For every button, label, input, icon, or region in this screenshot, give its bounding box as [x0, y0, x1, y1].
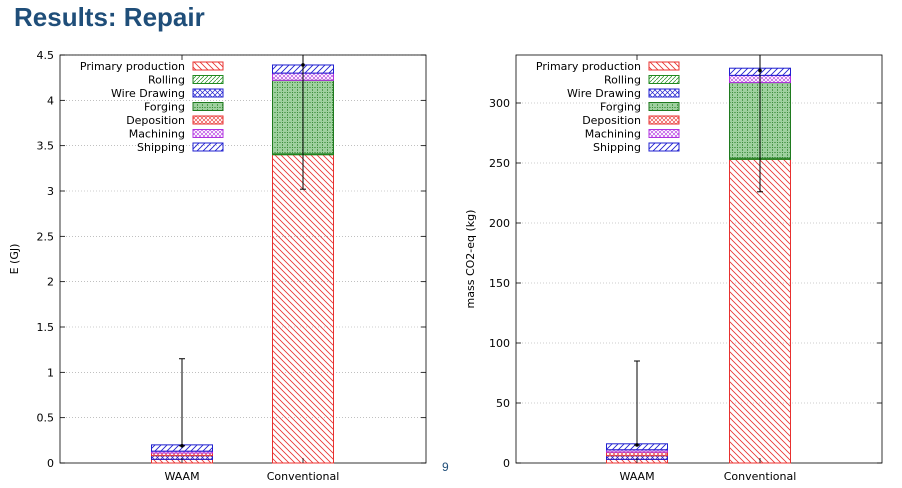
- legend-swatch-machining: [648, 129, 680, 138]
- plot-frame: [515, 54, 883, 464]
- plot-frame: [59, 54, 427, 464]
- y-tick-label: 1.5: [37, 321, 55, 334]
- bar-segment-conventional-primary-production: [729, 158, 791, 464]
- y-tick-label: 1: [47, 366, 54, 379]
- legend-swatch-deposition: [192, 115, 224, 125]
- y-tick-label: 200: [489, 217, 510, 230]
- y-tick-label: 2.5: [37, 230, 55, 243]
- y-tick-label: 3.5: [37, 140, 55, 153]
- legend-label-forging: Forging: [600, 101, 641, 114]
- legend-swatch-forging: [192, 102, 224, 111]
- error-bar-center: [180, 443, 184, 448]
- y-tick-label: 150: [489, 277, 510, 290]
- legend-label-deposition: Deposition: [582, 114, 641, 127]
- y-tick-label: 100: [489, 337, 510, 350]
- legend-label-primary-production: Primary production: [80, 60, 185, 73]
- legend-label-rolling: Rolling: [604, 74, 641, 87]
- legend-swatch-deposition: [648, 115, 680, 125]
- legend-swatch-shipping: [648, 142, 680, 152]
- x-tick-label-conventional: Conventional: [267, 470, 340, 483]
- error-bar-center: [301, 63, 305, 67]
- slide-title: Results: Repair: [14, 2, 205, 32]
- error-bar-center: [758, 68, 762, 73]
- legend-swatch-rolling: [648, 75, 680, 84]
- y-tick-label: 4.5: [37, 49, 55, 62]
- legend-swatch-forging: [648, 102, 680, 111]
- error-bar-center: [635, 443, 639, 447]
- legend-swatch-primary-production: [192, 61, 224, 71]
- legend-label-wire-drawing: Wire Drawing: [111, 87, 185, 100]
- energy-chart: 0 0.5 1 1.5 2 2.5 3 3.5 4 4.5 E (GJ) WAAM Convention…: [8, 49, 427, 483]
- legend-swatch-rolling: [192, 75, 224, 84]
- y-tick-label: 4: [47, 94, 54, 107]
- legend-label-machining: Machining: [129, 128, 185, 141]
- bar-segment-conventional-primary-production: [272, 154, 334, 464]
- legend-label-shipping: Shipping: [593, 141, 641, 154]
- y-tick-label: 3: [47, 185, 54, 198]
- co2-chart: 0 50 100 150 200 250 300 mass CO2-eq (kg) WAAM Co…: [464, 54, 883, 483]
- legend-label-deposition: Deposition: [126, 114, 185, 127]
- y-axis-label: E (GJ): [8, 244, 21, 275]
- legend-label-wire-drawing: Wire Drawing: [567, 87, 641, 100]
- legend-label-machining: Machining: [585, 128, 641, 141]
- bar-segment-waam-deposition: [606, 451, 668, 457]
- legend-swatch-primary-production: [648, 61, 680, 71]
- legend-swatch-shipping: [192, 142, 224, 152]
- y-tick-label: 50: [496, 397, 510, 410]
- page-number: 9: [442, 460, 449, 474]
- legend-label-shipping: Shipping: [137, 141, 185, 154]
- legend-label-forging: Forging: [144, 101, 185, 114]
- legend-swatch-wire-drawing: [192, 88, 224, 98]
- legend-label-rolling: Rolling: [148, 74, 185, 87]
- y-axis-label: mass CO2-eq (kg): [464, 210, 477, 309]
- x-tick-label-waam: WAAM: [619, 470, 654, 483]
- y-tick-label: 300: [489, 97, 510, 110]
- legend-label-primary-production: Primary production: [536, 60, 641, 73]
- legend-swatch-machining: [192, 129, 224, 138]
- x-tick-label-waam: WAAM: [164, 470, 199, 483]
- y-tick-label: 0: [503, 457, 510, 470]
- x-tick-label-conventional: Conventional: [724, 470, 797, 483]
- y-tick-label: 250: [489, 157, 510, 170]
- y-tick-label: 2: [47, 276, 54, 289]
- legend-swatch-wire-drawing: [648, 88, 680, 98]
- y-tick-label: 0: [47, 457, 54, 470]
- y-tick-label: 0.5: [37, 412, 55, 425]
